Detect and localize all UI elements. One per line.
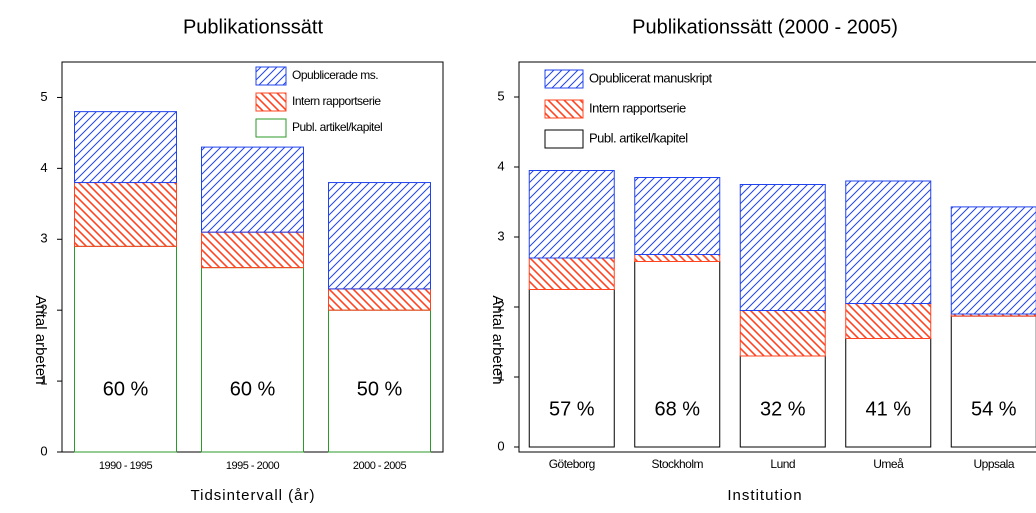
- y-tick-label: 5: [497, 88, 504, 103]
- x-tick-label: 2000 - 2005: [353, 460, 407, 472]
- y-tick-label: 1: [497, 368, 504, 383]
- legend-swatch: [255, 118, 287, 138]
- bar-segment: [739, 310, 826, 357]
- bar-annotation: 54 %: [971, 398, 1017, 420]
- x-tick-label: Göteborg: [549, 457, 595, 471]
- x-tick-label: 1995 - 2000: [226, 460, 280, 472]
- bar-annotation: 41 %: [865, 398, 911, 420]
- legend-swatch: [544, 129, 584, 149]
- bar-segment: [74, 245, 177, 453]
- bar-annotation: 60 %: [230, 378, 276, 400]
- bar-segment: [634, 261, 721, 448]
- bar-annotation: 50 %: [357, 378, 403, 400]
- y-axis-label: Antal arbeten: [32, 295, 49, 384]
- bar-segment: [74, 111, 177, 184]
- x-axis-label: Institution: [727, 487, 802, 504]
- bar-segment: [528, 170, 615, 259]
- y-tick-label: 2: [40, 302, 47, 317]
- legend-label: Opublicerat manuskript: [589, 70, 713, 85]
- y-tick-label: 4: [40, 160, 47, 175]
- plot-frame: [518, 61, 1036, 453]
- legend-swatch: [255, 92, 287, 112]
- bar-segment: [328, 288, 431, 311]
- bar-segment: [528, 289, 615, 448]
- y-tick-label: 2: [497, 298, 504, 313]
- y-tick-label: 0: [497, 438, 504, 453]
- legend-label: Publ. artikel/kapitel: [589, 130, 688, 145]
- x-tick-label: Uppsala: [973, 457, 1014, 471]
- x-axis-label: Tidsintervall (år): [191, 487, 316, 504]
- chart-title: Publikationssätt: [183, 16, 324, 38]
- legend-swatch: [255, 66, 287, 86]
- legend-swatch: [544, 99, 584, 119]
- x-tick-label: Stockholm: [651, 457, 703, 471]
- chart-title: Publikationssätt (2000 - 2005): [632, 16, 898, 38]
- x-tick-label: Lund: [770, 457, 795, 471]
- bar-segment: [634, 254, 721, 262]
- bar-segment: [528, 257, 615, 290]
- bar-segment: [201, 267, 304, 453]
- y-tick-label: 3: [497, 228, 504, 243]
- bar-segment: [201, 146, 304, 233]
- y-axis-label: Antal arbeten: [489, 295, 506, 384]
- bar-segment: [845, 338, 932, 448]
- bar-annotation: 57 %: [549, 398, 595, 420]
- y-tick-label: 4: [497, 158, 504, 173]
- bar-annotation: 32 %: [760, 398, 806, 420]
- y-tick-label: 3: [40, 231, 47, 246]
- y-tick-label: 1: [40, 373, 47, 388]
- legend-label: Publ. artikel/kapitel: [292, 120, 382, 134]
- bar-segment: [739, 184, 826, 311]
- bar-segment: [328, 309, 431, 453]
- bar-segment: [74, 182, 177, 247]
- bar-annotation: 68 %: [654, 398, 700, 420]
- legend-swatch: [544, 69, 584, 89]
- legend-label: Intern rapportserie: [589, 100, 686, 115]
- bar-segment: [328, 182, 431, 290]
- bar-segment: [845, 303, 932, 339]
- y-tick-label: 5: [40, 89, 47, 104]
- y-tick-label: 0: [40, 443, 47, 458]
- legend-label: Intern rapportserie: [292, 94, 381, 108]
- bar-segment: [950, 315, 1036, 448]
- bar-segment: [201, 231, 304, 269]
- bar-segment: [950, 206, 1036, 315]
- x-tick-label: 1990 - 1995: [99, 460, 153, 472]
- x-tick-label: Umeå: [873, 457, 904, 471]
- legend-label: Opublicerade ms.: [292, 68, 378, 82]
- bar-annotation: 60 %: [103, 378, 149, 400]
- bar-segment: [634, 177, 721, 255]
- bar-segment: [739, 355, 826, 448]
- bar-segment: [845, 180, 932, 304]
